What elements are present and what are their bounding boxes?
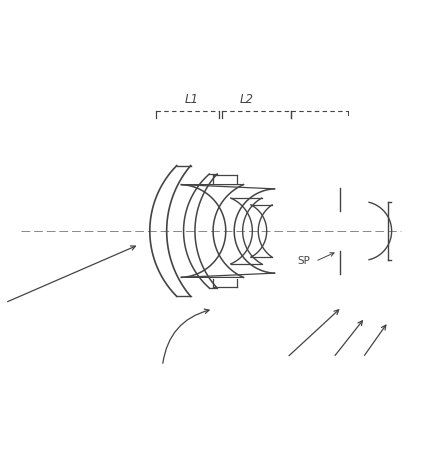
FancyArrowPatch shape [163, 309, 209, 363]
Text: L2: L2 [240, 93, 254, 106]
Text: SP: SP [297, 256, 310, 267]
Text: L1: L1 [185, 93, 199, 106]
